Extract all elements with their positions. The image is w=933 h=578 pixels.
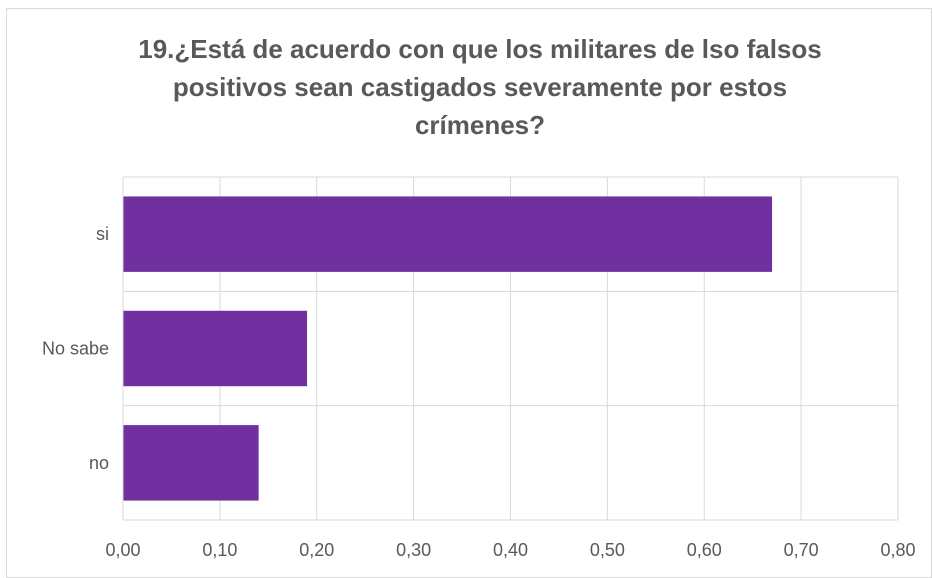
x-tick-label: 0,30: [396, 540, 431, 560]
category-label: No sabe: [42, 339, 109, 359]
category-label: si: [96, 224, 109, 244]
tick-labels: 0,00 0,10 0,20 0,30 0,40 0,50 0,60 0,70 0,80 si No…: [42, 224, 916, 560]
x-tick-label: 0,60: [687, 540, 722, 560]
x-tick-label: 0,70: [784, 540, 819, 560]
x-tick-label: 0,50: [590, 540, 625, 560]
x-tick-label: 0,40: [493, 540, 528, 560]
bar: [123, 196, 773, 272]
bar: [123, 425, 259, 501]
x-tick-label: 0,10: [202, 540, 237, 560]
chart-title: 19.¿Está de acuerdo con que los militare…: [138, 34, 822, 140]
x-tick-label: 0,80: [880, 540, 915, 560]
bar: [123, 310, 308, 387]
category-label: no: [89, 453, 109, 473]
bars: [123, 196, 773, 501]
x-tick-label: 0,00: [105, 540, 140, 560]
x-tick-label: 0,20: [299, 540, 334, 560]
